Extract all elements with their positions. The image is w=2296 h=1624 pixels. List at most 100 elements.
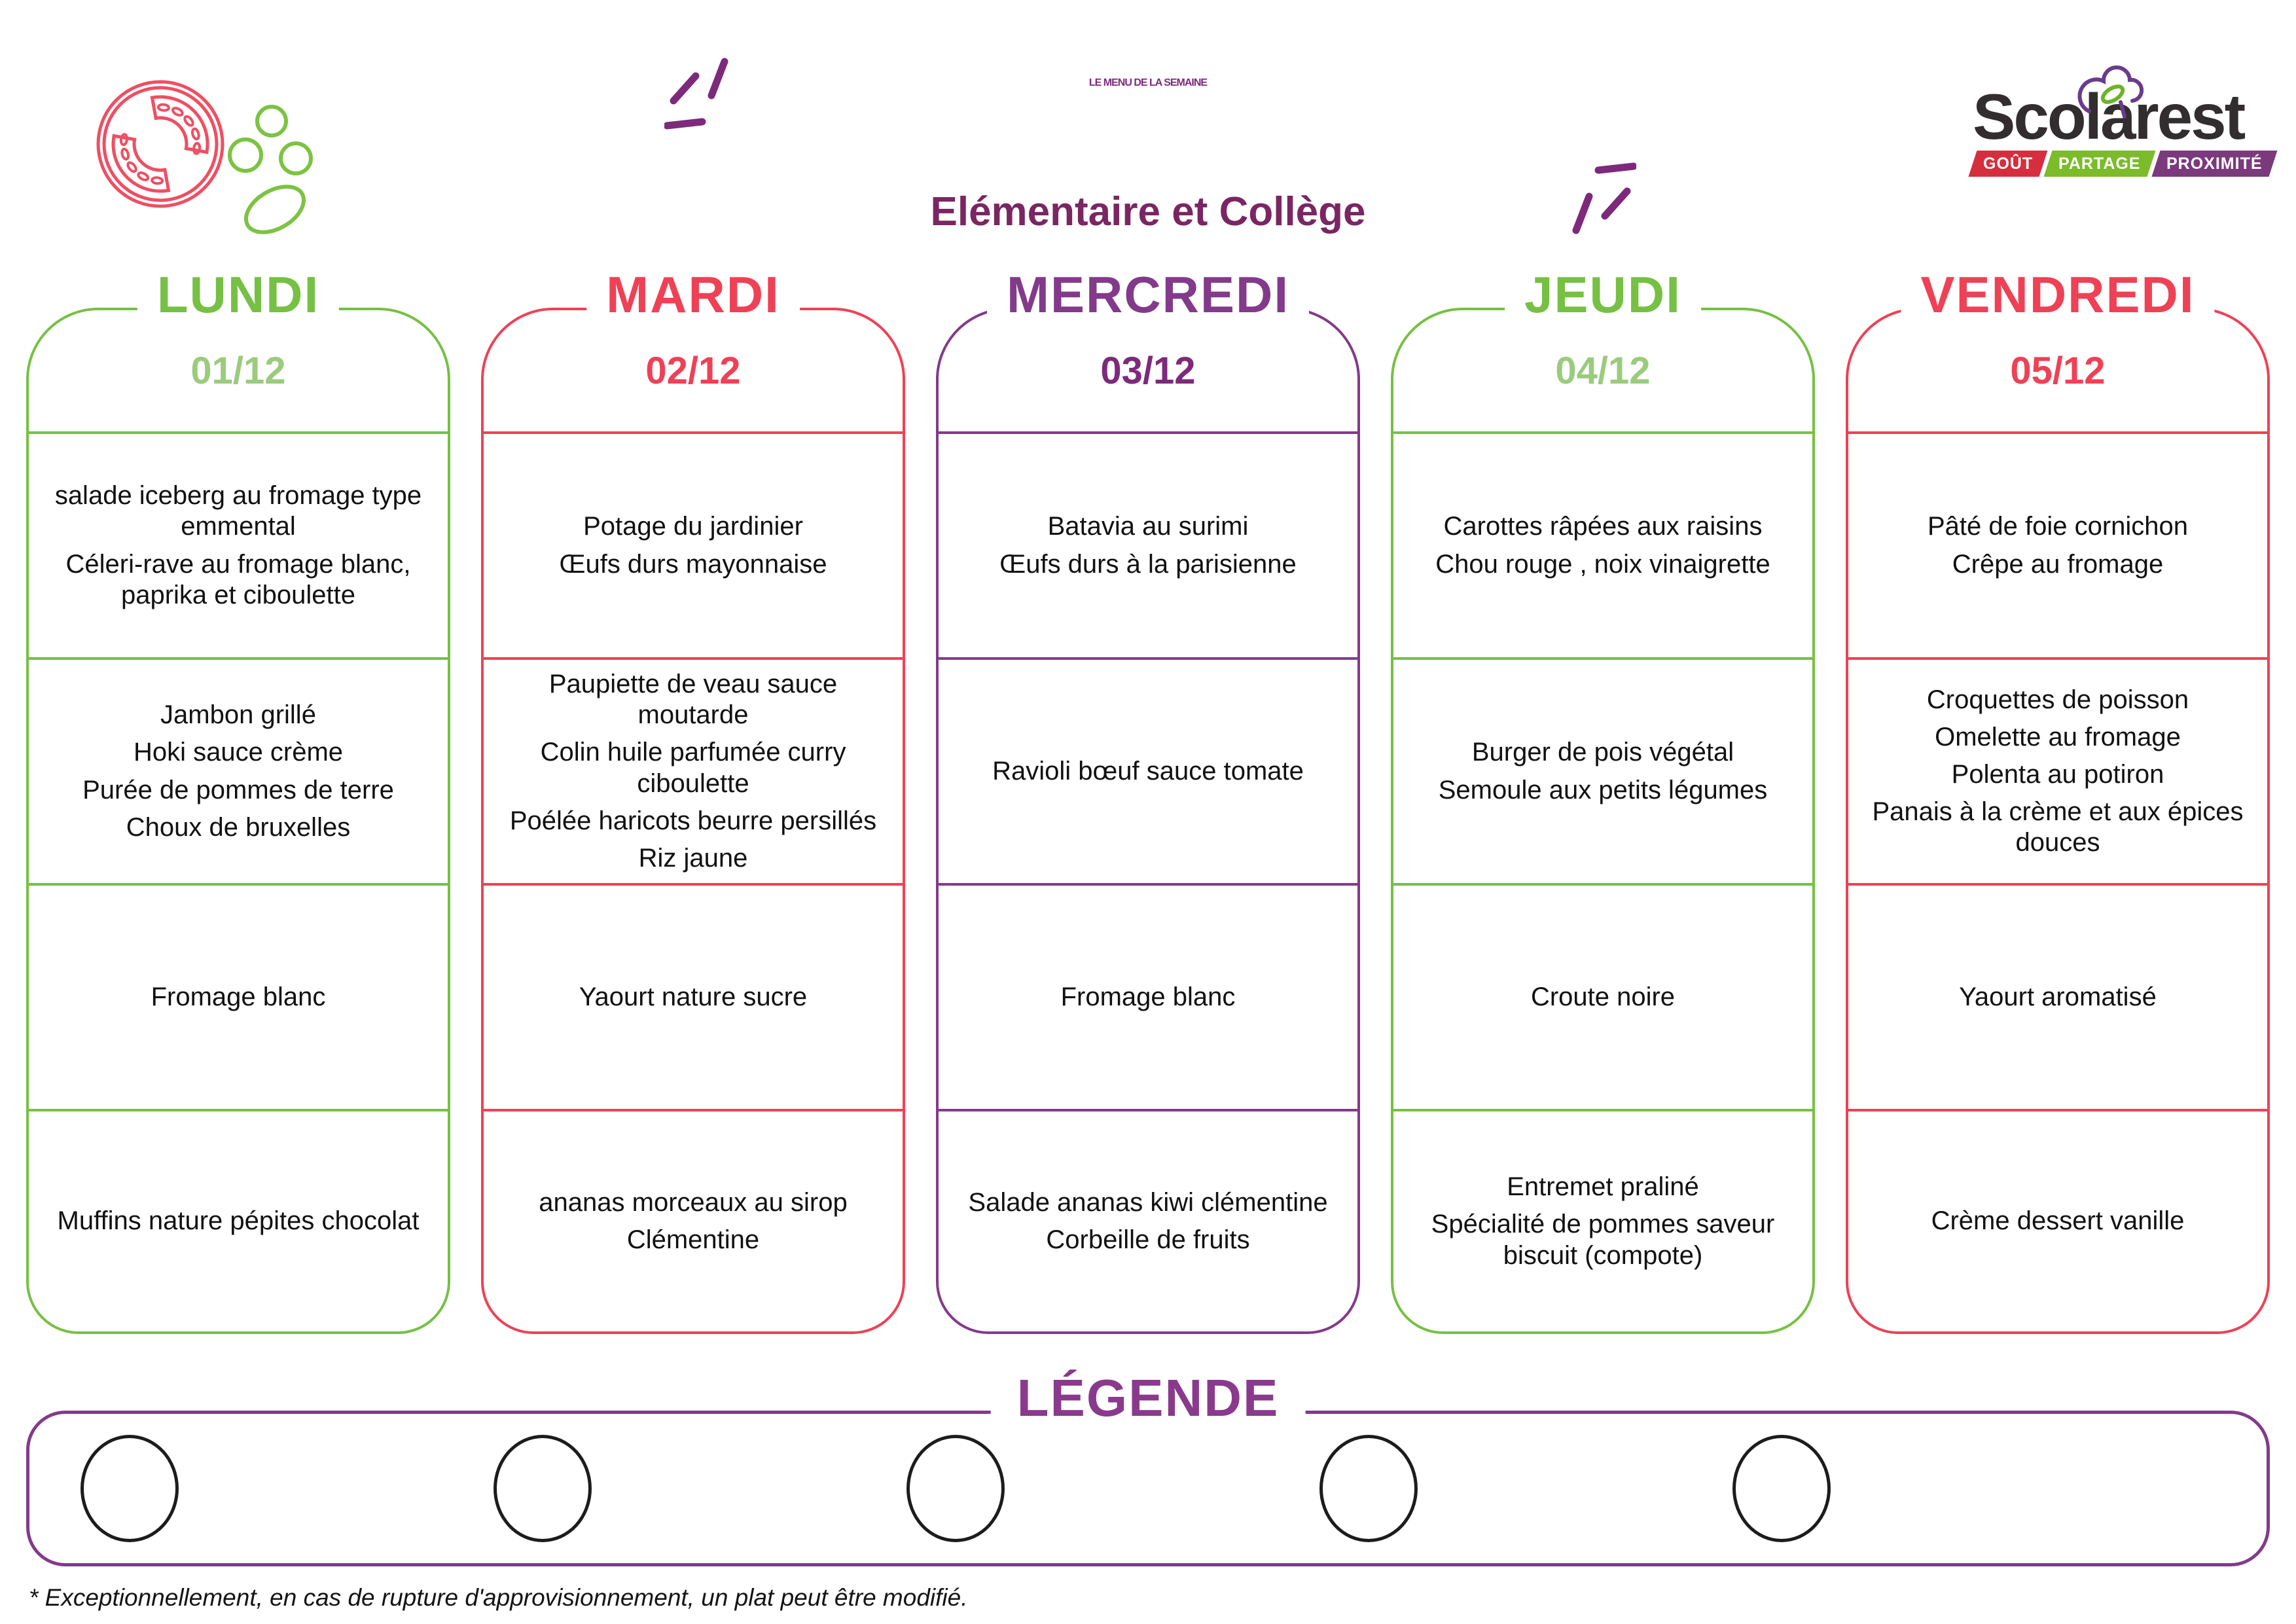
menu-cell-dessert: ananas morceaux au sirop Clémentine: [484, 1111, 903, 1331]
dish: Paupiette de veau sauce moutarde: [548, 669, 838, 730]
peas-icon: [228, 105, 313, 234]
legend-circle: [1732, 1435, 1831, 1542]
tomato-slice-icon: [96, 80, 313, 234]
dish: Purée de pommes de terre: [82, 775, 394, 804]
day-date: 02/12: [484, 310, 903, 434]
day-box: 05/12 Pâté de foie cornichon Crêpe au fro…: [1846, 308, 2270, 1334]
dish: Batavia au surimi: [1047, 512, 1249, 541]
dish: Croquettes de poisson: [1926, 685, 2189, 714]
menu-cell-main: Ravioli bœuf sauce tomate: [939, 660, 1357, 886]
day-date: 03/12: [939, 310, 1357, 434]
dish: Pâté de foie cornichon: [1927, 512, 2189, 541]
dish: Céleri-rave au fromage blanc, paprika et…: [65, 549, 411, 609]
dish: Colin huile parfumée curry ciboulette: [540, 738, 846, 798]
dish: Œufs durs mayonnaise: [559, 549, 827, 579]
tagline-proximite: PROXIMITÉ: [2151, 151, 2277, 177]
dish: Choux de bruxelles: [126, 812, 351, 842]
dish: Omelette au fromage: [1935, 722, 2181, 751]
day-box: 02/12 Potage du jardinier Œufs durs mayon…: [481, 308, 905, 1334]
dish: Jambon grillé: [160, 700, 316, 730]
dish: salade iceberg au fromage type emmental: [54, 481, 422, 541]
day-name: MARDI: [586, 261, 800, 329]
dish: ananas morceaux au sirop: [539, 1187, 848, 1217]
dish: Potage du jardinier: [583, 512, 803, 541]
footnote: * Exceptionnellement, en cas de rupture …: [29, 1584, 968, 1611]
tagline-gout: GOÛT: [1968, 151, 2048, 177]
menu-cell-main: Jambon grillé Hoki sauce crème Purée de po…: [29, 660, 448, 886]
dish: Œufs durs à la parisienne: [999, 549, 1297, 579]
dish: Burger de pois végétal: [1471, 738, 1734, 767]
day-box: 03/12 Batavia au surimi Œufs durs à la pa…: [936, 308, 1360, 1334]
day-date: 05/12: [1848, 310, 2267, 434]
day-name: MERCREDI: [986, 261, 1310, 329]
day-box: 04/12 Carottes râpées aux raisins Chou ro…: [1391, 308, 1815, 1334]
menu-cell-dessert: Crème dessert vanille: [1848, 1111, 2267, 1331]
legend-circle: [1319, 1435, 1418, 1542]
menu-cell-starter: Potage du jardinier Œufs durs mayonnaise: [484, 434, 903, 660]
day-name: VENDREDI: [1901, 261, 2215, 329]
menu-cell-starter: Carottes râpées aux raisins Chou rouge , …: [1393, 434, 1812, 660]
menu-cell-dessert: Salade ananas kiwi clémentine Corbeille d…: [939, 1111, 1357, 1331]
logo-wordmark: Scolarest: [1973, 65, 2280, 149]
dish: Riz jaune: [638, 843, 748, 873]
menu-cell-main: Burger de pois végétal Semoule aux petits…: [1393, 660, 1812, 886]
menu-cell-starter: Pâté de foie cornichon Crêpe au fromage: [1848, 434, 2267, 660]
dish: Polenta au potiron: [1951, 759, 2164, 789]
legend-title: LÉGENDE: [990, 1355, 1306, 1441]
legend-circle: [906, 1435, 1005, 1542]
menu-cell-dairy: Croute noire: [1393, 886, 1812, 1111]
menu-cell-dessert: Entremet praliné Spécialité de pommes sav…: [1393, 1111, 1812, 1331]
day-date: 04/12: [1393, 310, 1812, 434]
dish: Yaourt aromatisé: [1959, 982, 2157, 1011]
dish: Clémentine: [626, 1225, 760, 1254]
day-date: 01/12: [29, 310, 448, 434]
dish: Corbeille de fruits: [1046, 1225, 1250, 1254]
dish: Muffins nature pépites chocolat: [57, 1206, 420, 1236]
menu-cell-main: Paupiette de veau sauce moutarde Colin hu…: [484, 660, 903, 886]
menu-cell-starter: salade iceberg au fromage type emmental C…: [29, 434, 448, 660]
menu-columns: LUNDI 01/12 salade iceberg au fromage ty…: [26, 245, 2270, 1334]
day-column-mercredi: MERCREDI 03/12 Batavia au surimi Œufs dur…: [936, 245, 1360, 1334]
logo-cloud-leaf-icon: [2077, 65, 2144, 118]
dish: Panais à la crème et aux épices douces: [1872, 797, 2244, 857]
menu-cell-starter: Batavia au surimi Œufs durs à la parisien…: [939, 434, 1357, 660]
dish: Fromage blanc: [151, 982, 326, 1011]
day-column-mardi: MARDI 02/12 Potage du jardinier Œufs durs…: [481, 245, 905, 1334]
dish: Carottes râpées aux raisins: [1443, 512, 1763, 541]
day-name: JEUDI: [1505, 261, 1701, 329]
day-box: 01/12 salade iceberg au fromage type emm…: [26, 308, 450, 1334]
menu-cell-main: Croquettes de poisson Omelette au fromage…: [1848, 660, 2267, 886]
dish: Chou rouge , noix vinaigrette: [1435, 549, 1770, 579]
dish: Poélée haricots beurre persillés: [509, 806, 877, 835]
scolarest-logo: Scolarest GOÛT PARTAGE PROXIMITÉ: [1968, 65, 2280, 177]
dish: Yaourt nature sucre: [579, 982, 808, 1011]
day-name: LUNDI: [137, 261, 340, 329]
dish: Hoki sauce crème: [133, 738, 344, 767]
legend-circle: [81, 1435, 179, 1542]
dish: Semoule aux petits légumes: [1438, 775, 1768, 804]
page-title: LE MENU DE LA SEMAINE: [1088, 77, 1208, 88]
legend-circle: [493, 1435, 592, 1542]
dish: Crêpe au fromage: [1952, 549, 2164, 579]
dish: Entremet praliné: [1507, 1172, 1699, 1202]
day-column-lundi: LUNDI 01/12 salade iceberg au fromage ty…: [26, 245, 450, 1334]
dish: Crème dessert vanille: [1931, 1206, 2185, 1236]
page-subtitle: Elémentaire et Collège: [930, 189, 1366, 234]
dish: Croute noire: [1530, 982, 1676, 1011]
title-burst-left-icon: [664, 58, 728, 130]
menu-cell-dairy: Yaourt aromatisé: [1848, 886, 2267, 1111]
menu-cell-dairy: Fromage blanc: [29, 886, 448, 1111]
dish: Spécialité de pommes saveur biscuit (com…: [1431, 1210, 1775, 1270]
menu-cell-dairy: Fromage blanc: [939, 886, 1357, 1111]
menu-cell-dessert: Muffins nature pépites chocolat: [29, 1111, 448, 1331]
dish: Ravioli bœuf sauce tomate: [992, 756, 1304, 785]
title-burst-right-icon: [1572, 162, 1636, 234]
menu-cell-dairy: Yaourt nature sucre: [484, 886, 903, 1111]
dish: Salade ananas kiwi clémentine: [968, 1187, 1328, 1217]
day-column-vendredi: VENDREDI 05/12 Pâté de foie cornichon Crê…: [1846, 245, 2270, 1334]
logo-taglines: GOÛT PARTAGE PROXIMITÉ: [1968, 151, 2280, 177]
tagline-partage: PARTAGE: [2043, 151, 2156, 177]
day-column-jeudi: JEUDI 04/12 Carottes râpées aux raisins C…: [1391, 245, 1815, 1334]
dish: Fromage blanc: [1060, 982, 1236, 1011]
